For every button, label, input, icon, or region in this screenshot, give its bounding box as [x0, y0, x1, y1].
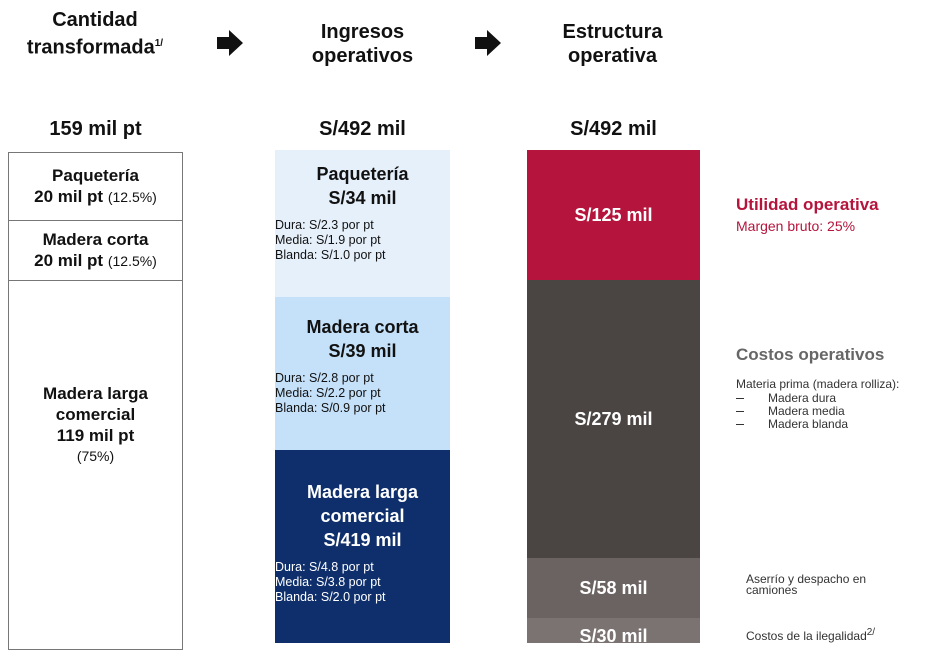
item-text: Madera dura [768, 391, 837, 405]
list-item: Madera media [736, 405, 848, 418]
quantity-box: Madera larga comercial 119 mil pt (75%) [8, 280, 183, 650]
segment-name: Madera larga comercial [43, 384, 148, 424]
quantity-box: Madera corta 20 mil pt (12.5%) [8, 220, 183, 281]
structure-box: S/30 mil [527, 618, 700, 646]
structure-box: S/279 mil [527, 280, 700, 558]
note-text: Aserrío y despacho en camiones [746, 572, 867, 597]
column-header: Cantidad transformada1/ [5, 8, 185, 60]
price: Dura: S/4.8 por pt [275, 560, 374, 574]
price-list: Dura: S/4.8 por pt Media: S/3.8 por pt B… [275, 560, 450, 605]
revenue-box: Paquetería S/34 mil Dura: S/2.3 por pt M… [275, 150, 450, 297]
footnote-mark: 2/ [866, 627, 876, 638]
column-total: 159 mil pt [49, 118, 142, 140]
segment-share: (75%) [76, 448, 115, 464]
segment-share: (12.5%) [107, 189, 157, 205]
dash [736, 398, 744, 400]
price: Blanda: S/1.0 por pt [275, 248, 386, 262]
note-text: Costos de la ilegalidad2/ [746, 626, 875, 643]
header-text: Cantidad transformada [26, 9, 155, 59]
segment-name: Madera larga comercial [306, 482, 419, 526]
column-header: Ingresos operativos [311, 21, 414, 67]
note-text: Materia prima (madera rolliza): [736, 377, 900, 391]
arrow [217, 30, 243, 56]
segment-amount: S/34 mil [328, 188, 397, 208]
list-item: Madera dura [736, 392, 848, 405]
note-text: Margen bruto: 25% [736, 218, 856, 234]
segment-name: Paquetería [52, 166, 139, 185]
quantity-box: Paquetería 20 mil pt (12.5%) [8, 152, 183, 221]
note-list: Madera dura Madera media Madera blanda [736, 392, 848, 431]
price: Dura: S/2.3 por pt [275, 218, 374, 232]
revenue-box: Madera corta S/39 mil Dura: S/2.8 por pt… [275, 297, 450, 450]
price-list: Dura: S/2.3 por pt Media: S/1.9 por pt B… [275, 218, 450, 263]
price: Media: S/3.8 por pt [275, 575, 381, 589]
note-title: Costos operativos [736, 345, 885, 364]
segment-name: Madera corta [42, 230, 149, 249]
segment-amount: S/419 mil [323, 530, 402, 550]
price: Dura: S/2.8 por pt [275, 371, 374, 385]
arrow [475, 30, 501, 56]
footnote-mark: 1/ [154, 38, 164, 49]
price: Media: S/2.2 por pt [275, 386, 381, 400]
price-list: Dura: S/2.8 por pt Media: S/2.2 por pt B… [275, 371, 450, 416]
column-header: Estructura operativa [562, 21, 663, 67]
structure-box: S/125 mil [527, 150, 700, 280]
list-item: Madera blanda [736, 418, 848, 431]
segment-share: (12.5%) [107, 253, 157, 269]
price: Blanda: S/2.0 por pt [275, 590, 386, 604]
segment-amount: 20 mil pt [34, 187, 104, 206]
note-text: Costos de la ilegalidad [746, 629, 867, 643]
column-total: S/492 mil [319, 118, 406, 140]
price: Media: S/1.9 por pt [275, 233, 381, 247]
item-text: Madera blanda [768, 417, 849, 431]
price: Blanda: S/0.9 por pt [275, 401, 386, 415]
segment-name: Madera corta [306, 317, 419, 337]
segment-amount: 119 mil pt [56, 426, 135, 445]
segment-name: Paquetería [316, 164, 409, 184]
item-text: Madera media [768, 404, 845, 418]
dash [736, 424, 744, 426]
segment-amount: 20 mil pt [34, 251, 104, 270]
dash [736, 411, 744, 413]
segment-amount: S/39 mil [328, 341, 397, 361]
structure-box: S/58 mil [527, 558, 700, 618]
column-total: S/492 mil [570, 118, 657, 140]
revenue-box: Madera larga comercial S/419 mil Dura: S… [275, 450, 450, 643]
note-title: Utilidad operativa [736, 195, 879, 214]
